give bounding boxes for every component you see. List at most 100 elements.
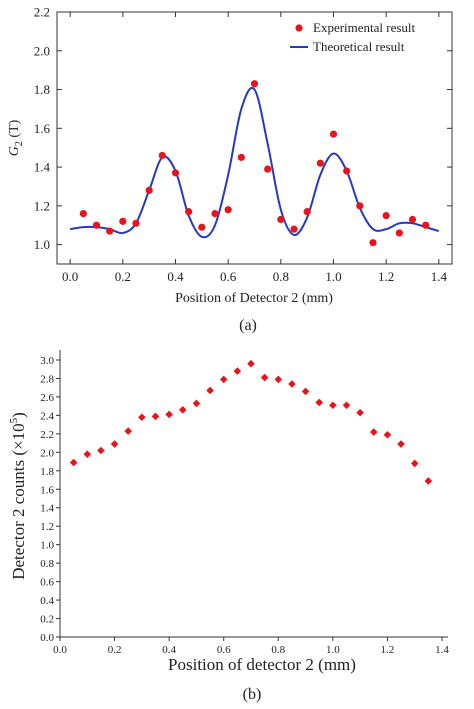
x-tick-label: 0.0 [62,269,78,284]
x-tick-label: 1.2 [381,644,395,656]
experimental-point [395,229,403,237]
experimental-point [316,159,324,167]
x-tick-label: 0.6 [217,644,231,656]
detector-count-point [315,398,324,407]
detector-counts-points-layer [69,359,433,485]
y-tick-label: 1.4 [40,503,54,515]
experimental-point [422,221,430,229]
detector-count-point [165,410,173,419]
detector-count-point [247,359,255,368]
experimental-point [158,151,166,160]
experimental-point [92,221,101,229]
y-tick-label: 0.4 [40,595,54,607]
experimental-point [264,165,272,173]
y-tick-label: 1.0 [40,540,54,552]
x-tick-label: 0.6 [220,269,237,284]
detector-count-point [219,375,228,384]
y-tick-label: 2.0 [34,43,50,58]
panel-b-y-axis-label: Detector 2 counts (×105) [8,412,28,580]
detector-count-point [110,440,119,448]
y-tick-label: 1.6 [34,121,51,136]
experimental-point [329,130,338,138]
x-tick-label: 0.4 [167,269,184,284]
x-tick-label: 0.2 [115,269,131,284]
detector-count-point [151,412,160,421]
experimental-point [356,202,364,210]
experimental-point [277,215,285,224]
detector-count-point [97,446,105,455]
y-tick-label: 2.8 [40,373,54,385]
detector-count-point [383,430,392,439]
y-tick-label: 2.4 [40,410,54,422]
detector-count-point [233,367,242,375]
y-tick-label: 0.2 [40,614,54,626]
panel-b-label: (b) [243,686,262,703]
experimental-point [132,219,140,227]
x-tick-label: 0.4 [162,644,176,656]
y-tick-label: 1.4 [34,160,51,175]
panel-a-y-ticks: 1.0 1.2 1.4 1.6 1.8 2.0 2.2 [34,5,452,252]
y-tick-label: 1.8 [34,82,50,97]
panel-a-chart: 0.0 0.2 0.4 0.6 0.8 1.0 1.2 1.4 1.0 1.2 1.4 1.6 1.8… [7,5,453,334]
experimental-point [185,208,193,216]
detector-count-point [274,375,283,384]
experimental-point [369,239,377,247]
detector-count-point [124,427,133,435]
experimental-point [290,225,298,233]
panel-a-legend: Experimental result Theoretical result [290,20,416,54]
detector-count-point [192,399,201,408]
x-tick-label: 0.8 [273,269,289,284]
detector-count-point [288,380,296,388]
panel-a-label: (a) [239,317,257,334]
legend-theoretical-label: Theoretical result [313,39,405,54]
y-tick-label: 0.0 [40,632,54,644]
x-tick-label: 1.0 [325,269,341,284]
experimental-point [237,153,245,161]
detector-count-point [206,386,214,395]
detector-count-point [69,458,78,467]
experimental-point [343,167,351,175]
experimental-point [303,208,311,216]
experimental-point [106,227,114,235]
x-tick-label: 1.4 [431,269,448,284]
panel-b-x-ticks: 0.0 0.2 0.4 0.6 0.8 1.0 1.2 1.4 [53,637,449,656]
panel-a-x-axis-label: Position of Detector 2 (mm) [175,291,333,306]
experimental-point [382,211,390,220]
experimental-point [408,215,417,224]
detector-count-point [369,428,378,436]
y-tick-label: 1.6 [40,484,54,496]
panel-a-plot-frame [56,11,453,265]
detector-count-point [342,401,351,410]
experimental-points-layer [79,80,430,247]
theoretical-curve-layer [70,87,440,239]
panel-a-x-ticks: 0.0 0.2 0.4 0.6 0.8 1.0 1.2 1.4 [62,12,447,284]
legend-experimental-label: Experimental result [313,20,416,35]
experimental-point [145,186,153,194]
detector-count-point [83,450,92,458]
detector-count-point [424,477,433,485]
y-tick-label: 2.2 [34,5,50,20]
detector-count-point [301,387,310,396]
panel-b-x-axis-label: Position of detector 2 (mm) [168,655,356,674]
experimental-point [224,206,232,214]
detector-count-point [178,406,187,414]
x-tick-label: 0.8 [271,644,285,656]
experimental-point [198,223,206,231]
y-tick-label: 2.6 [40,392,54,404]
detector-count-point [356,408,364,417]
x-tick-label: 1.0 [326,644,340,656]
y-tick-label: 0.8 [40,558,54,570]
detector-count-point [410,459,419,468]
panel-a-y-axis-label: G2 (T) [7,119,25,156]
panel-b-y-ticks: 0.0 0.2 0.4 0.6 0.8 1.0 1.2 1.4 1.6 1.8 2.0 2.2 2.4 2… [40,355,60,644]
x-tick-label: 1.2 [378,269,394,284]
legend-experimental-marker [295,24,303,32]
y-tick-label: 2.2 [40,429,54,441]
y-tick-label: 1.8 [40,466,54,478]
x-tick-label: 1.4 [435,644,449,656]
y-tick-label: 3.0 [40,355,54,367]
detector-count-point [329,401,337,410]
y-tick-label: 1.0 [34,237,50,252]
detector-count-point [260,373,269,382]
